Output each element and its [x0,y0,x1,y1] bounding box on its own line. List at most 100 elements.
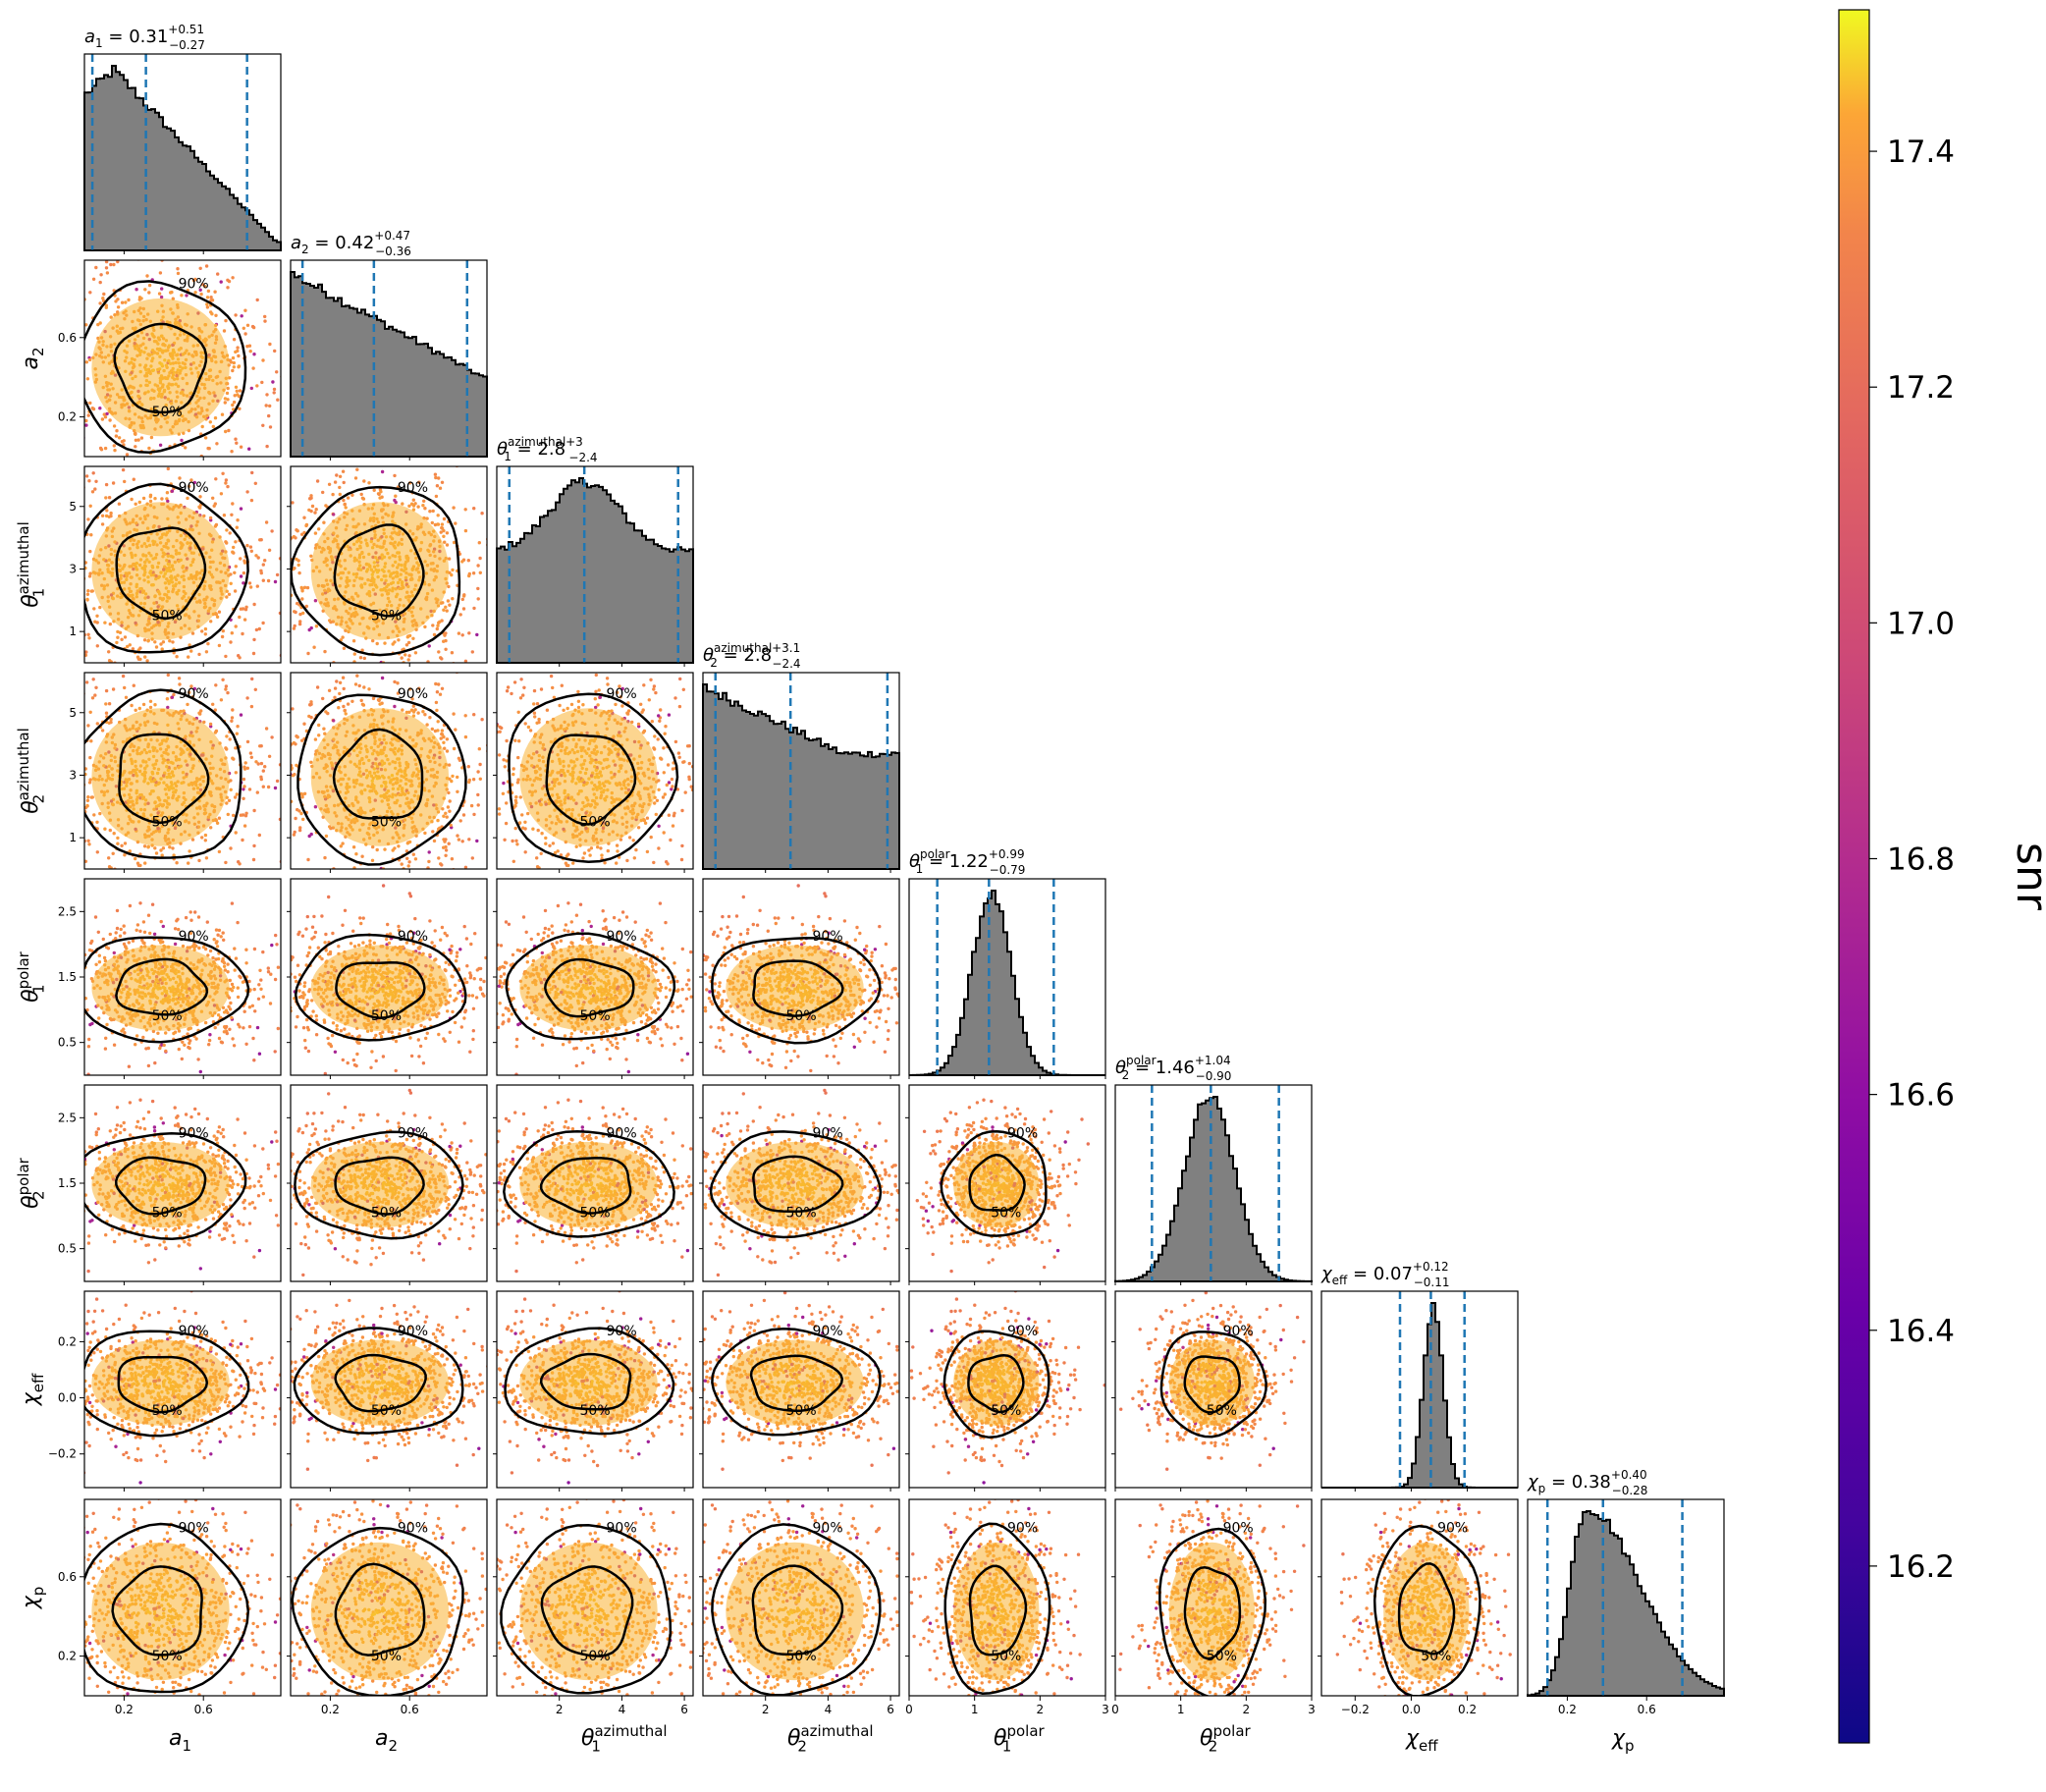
scatter-point [68,723,71,726]
scatter-point [478,777,482,781]
scatter-point [112,832,116,836]
scatter-point [538,869,541,872]
scatter-point [503,765,507,769]
scatter-point [406,864,410,868]
scatter-point [250,470,254,475]
scatter-point [239,557,242,561]
scatter-point [243,814,248,818]
scatter-point [328,825,332,829]
scatter-point [698,735,701,738]
scatter-point [343,502,347,507]
scatter-point [442,740,446,744]
scatter-point [54,529,57,532]
scatter-point [304,604,308,609]
scatter-point [268,342,272,347]
scatter-point [332,719,336,723]
scatter-point [205,305,210,309]
scatter-point [317,733,321,737]
scatter-point [437,650,441,654]
scatter-point [517,739,521,743]
scatter-point [489,795,492,798]
scatter-point [81,393,83,396]
scatter-point [219,698,224,702]
scatter-point [377,492,381,497]
scatter-point [451,597,455,601]
scatter-point [225,391,230,396]
scatter-point [202,514,206,518]
scatter-point [104,496,108,500]
scatter-point [338,474,343,478]
scatter-point [267,754,272,758]
scatter-point [116,305,121,309]
scatter-point [300,793,304,797]
scatter-point [354,852,358,856]
scatter-point [99,273,103,277]
scatter-point [115,429,119,433]
scatter-point [493,878,496,881]
scatter-point [346,702,350,706]
scatter-point [84,767,87,771]
scatter-point [306,869,309,872]
scatter-point [254,554,258,558]
scatter-point [440,686,445,690]
hist-panel-theta1_pol: θpolar 1 = 1.22+0.99 −0.79 [908,847,1106,1076]
scatter-point [112,444,117,448]
scatter-point [235,441,239,445]
scatter-point [603,861,607,865]
scatter-point [298,612,302,617]
scatter-point [405,842,409,845]
scatter-point [17,315,20,318]
scatter-point [22,281,25,284]
scatter-point [435,690,440,694]
scatter-point [263,765,267,769]
scatter-point [104,482,109,487]
scatter-point [50,303,53,306]
scatter-point [251,366,255,370]
scatter-point [84,859,88,863]
scatter-point [130,497,134,502]
scatter-point [112,424,117,428]
scatter-point [226,386,230,391]
scatter-point [61,433,64,436]
scatter-point [444,853,448,857]
scatter-point [88,291,92,295]
scatter-point [87,781,92,785]
scatter-point [247,581,252,585]
scatter-point [432,839,437,843]
scatter-point [676,751,681,755]
scatter-point [440,522,445,526]
scatter-point [70,753,73,756]
scatter-point [61,427,64,430]
scatter-point [193,277,197,282]
hist-frame-chi_p [1527,1498,1725,1697]
scatter-point [54,581,57,584]
scatter-point [263,559,267,563]
scatter-point [55,486,58,489]
scatter-point [239,813,243,817]
scatter-point [31,326,34,329]
scatter-point [411,704,415,708]
scatter-point [350,699,354,703]
scatter-point [40,865,43,868]
scatter-point [439,736,443,740]
scatter-point [116,298,120,301]
scatter-point [221,678,225,681]
scatter-point [310,504,315,509]
scatter-point [445,609,449,613]
scatter-point [200,424,204,429]
scatter-point [323,667,326,670]
scatter-point [68,524,71,527]
scatter-point [63,949,66,951]
scatter-point [242,581,245,585]
scatter-point [71,524,74,527]
scatter-point [378,496,382,500]
scatter-point [109,717,113,722]
scatter-point [147,283,152,288]
scatter-point [452,540,457,545]
scatter-point [450,857,455,861]
scatter-point [188,643,191,647]
scatter-point [199,292,203,297]
scatter-point [450,572,454,577]
scatter-point [671,767,675,771]
scatter-point [467,778,471,783]
